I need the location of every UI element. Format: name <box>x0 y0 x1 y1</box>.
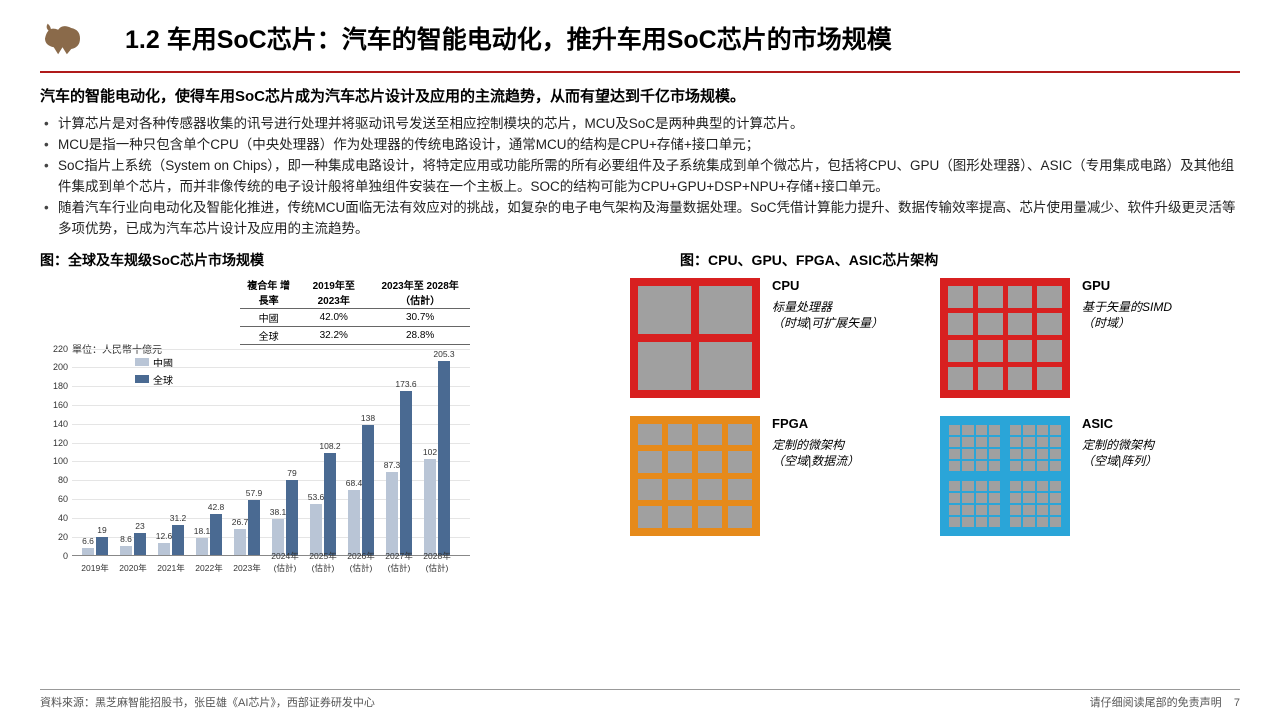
slide-title: 1.2 车用SoC芯片：汽车的智能电动化，推升车用SoC芯片的市场规模 <box>125 20 892 56</box>
bar-chart: 單位：人民幣十億元 中國 全球 6.6198.62312.631.218.142… <box>40 349 470 574</box>
footer-source: 資料來源：黑芝麻智能招股书，张臣雄《AI芯片》，西部证券研发中心 <box>40 694 375 710</box>
bullet-item: 随着汽车行业向电动化及智能化推进，传统MCU面临无法有效应对的挑战，如复杂的电子… <box>40 198 1240 240</box>
bullet-item: SoC指片上系统（System on Chips），即一种集成电路设计，将特定应… <box>40 156 1240 198</box>
cagr-table: 複合年 增長率 2019年至 2023年 2023年至 2028年（估計） 中國… <box>240 276 470 345</box>
bullet-item: MCU是指一种只包含单个CPU（中央处理器）作为处理器的传统电路设计，通常MCU… <box>40 135 1240 156</box>
chip-fig-title: 图：CPU、GPU、FPGA、ASIC芯片架构 <box>680 250 1220 270</box>
chart-title: 图：全球及车规级SoC芯片市场规模 <box>40 250 600 270</box>
page-number: 7 <box>1234 697 1240 709</box>
bull-logo-icon <box>40 21 85 56</box>
chip-grid: CPU标量处理器（时域|可扩展矢量）GPU基于矢量的SIMD（时域）FPGA定制… <box>630 278 1220 536</box>
chip-asic: ASIC定制的微架构（空域|阵列） <box>940 416 1220 536</box>
chip-gpu: GPU基于矢量的SIMD（时域） <box>940 278 1220 398</box>
divider <box>40 71 1240 73</box>
footer-disclaimer: 请仔细阅读尾部的免责声明 <box>1090 697 1222 709</box>
lead-text: 汽车的智能电动化，使得车用SoC芯片成为汽车芯片设计及应用的主流趋势，从而有望达… <box>40 85 1240 106</box>
bullet-list: 计算芯片是对各种传感器收集的讯号进行处理并将驱动讯号发送至相应控制模块的芯片，M… <box>40 114 1240 240</box>
chip-cpu: CPU标量处理器（时域|可扩展矢量） <box>630 278 910 398</box>
bullet-item: 计算芯片是对各种传感器收集的讯号进行处理并将驱动讯号发送至相应控制模块的芯片，M… <box>40 114 1240 135</box>
chip-fpga: FPGA定制的微架构（空域|数据流） <box>630 416 910 536</box>
